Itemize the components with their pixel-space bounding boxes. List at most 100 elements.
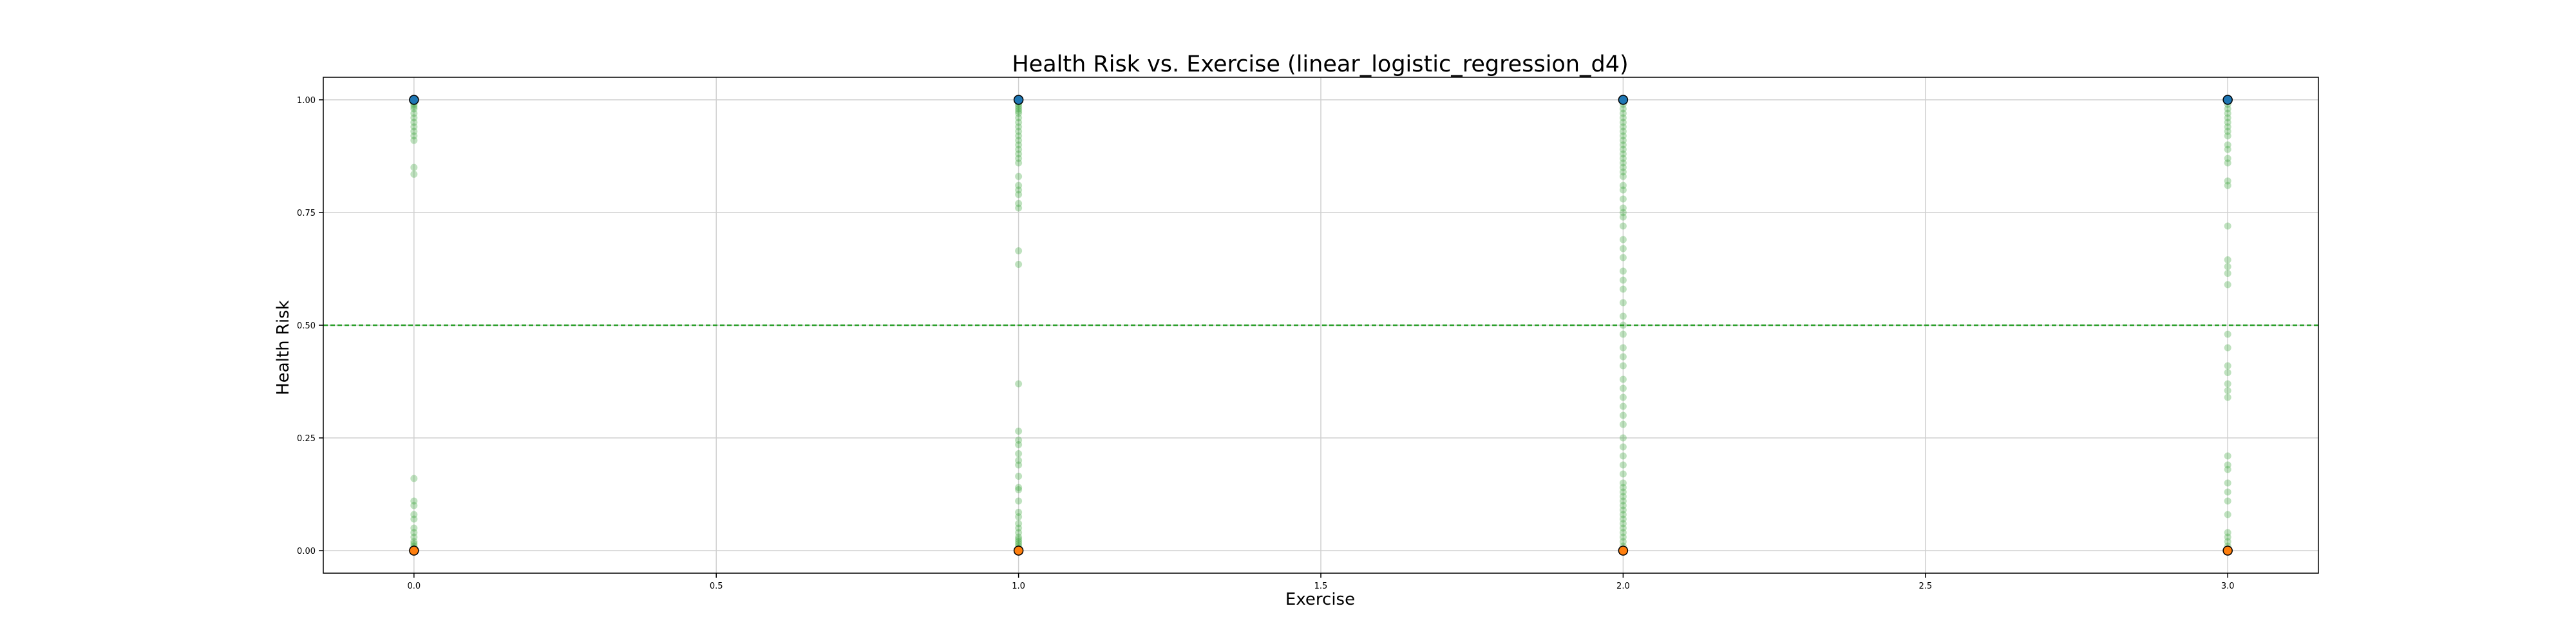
prediction-point [1015,132,1023,140]
prediction-point [2224,538,2231,545]
prediction-point [2224,155,2231,162]
prediction-point [410,540,418,547]
prediction-point [1015,538,1023,545]
actual-negative-point [1618,545,1629,556]
prediction-point [1619,222,1627,230]
prediction-point [1619,109,1627,117]
prediction-point [410,524,418,532]
x-tick-label: 2.0 [1616,582,1630,591]
prediction-point [1619,114,1627,122]
prediction-point [1015,484,1023,491]
prediction-point [1015,191,1023,198]
prediction-point [1619,321,1627,329]
prediction-point [1619,182,1627,189]
prediction-point [1015,128,1023,135]
prediction-point [1619,173,1627,180]
prediction-point [410,502,418,509]
prediction-point [1619,164,1627,171]
prediction-point [1619,479,1627,487]
prediction-point [1619,330,1627,338]
prediction-point [2224,362,2231,370]
prediction-point [1619,344,1627,352]
prediction-point [1619,236,1627,243]
prediction-point [1619,524,1627,532]
prediction-point [410,137,418,144]
prediction-point [1015,450,1023,457]
prediction-point [2224,109,2231,117]
prediction-point [1619,402,1627,410]
prediction-point [1015,540,1023,547]
prediction-point [1015,513,1023,520]
prediction-point [2224,256,2231,263]
prediction-point [2224,330,2231,338]
prediction-point [1015,247,1023,254]
prediction-point [2224,114,2231,122]
prediction-point [1015,182,1023,189]
prediction-point [1619,150,1627,158]
prediction-point [2224,529,2231,536]
prediction-point [2224,222,2231,230]
prediction-point [1015,108,1023,115]
prediction-point [1015,137,1023,144]
prediction-point [410,538,418,545]
prediction-point [410,114,418,122]
prediction-point [1619,511,1627,518]
actual-negative-point [1013,545,1024,556]
prediction-point [1619,299,1627,307]
prediction-point [2224,281,2231,289]
prediction-point [410,123,418,131]
data-points [409,95,2233,556]
y-axis-title: Health Risk [274,300,293,395]
prediction-point [1619,155,1627,162]
prediction-point [1619,105,1627,113]
prediction-point [1619,515,1627,523]
prediction-point [410,109,418,117]
prediction-point [1619,159,1627,167]
prediction-point [410,164,418,171]
x-tick-label: 1.5 [1314,582,1328,591]
prediction-point [1619,168,1627,176]
y-tick-label: 0.25 [297,434,316,444]
prediction-point [2224,452,2231,460]
actual-positive-point [409,95,419,105]
prediction-point [1619,132,1627,140]
prediction-point [410,533,418,541]
prediction-point [2224,270,2231,277]
prediction-point [2224,128,2231,135]
prediction-point [1015,529,1023,536]
x-tick-label: 0.0 [407,582,421,591]
prediction-point [1015,150,1023,158]
prediction-point [1619,141,1627,149]
y-axis-ticks: 0.00 0.25 0.50 0.75 1.00 [297,96,323,556]
prediction-point [2224,380,2231,388]
prediction-point [1619,529,1627,536]
prediction-point [1015,103,1023,110]
prediction-point [1619,137,1627,144]
y-tick-label: 0.75 [297,209,316,218]
prediction-point [1015,141,1023,149]
prediction-point [1619,285,1627,293]
prediction-point [1619,118,1627,126]
prediction-point [1015,486,1023,493]
prediction-point [1619,186,1627,194]
prediction-point [1015,186,1023,194]
prediction-point [1015,118,1023,126]
prediction-point [2224,466,2231,473]
actual-negative-point [409,545,419,556]
prediction-point [1015,380,1023,388]
prediction-point [1015,441,1023,448]
prediction-point [1619,421,1627,428]
prediction-point [410,171,418,178]
prediction-point [1619,484,1627,491]
prediction-point [2224,159,2231,167]
prediction-point [1619,245,1627,252]
x-axis-ticks: 0.0 0.5 1.0 1.5 2.0 2.5 3.0 [407,573,2235,591]
prediction-point [1015,536,1023,543]
x-tick-label: 3.0 [2221,582,2235,591]
actual-positive-point [1013,95,1024,105]
prediction-point [1015,261,1023,268]
prediction-point [1015,428,1023,435]
prediction-point [2224,387,2231,394]
chart-title: Health Risk vs. Exercise (linear_logisti… [1012,52,1628,77]
prediction-point [2224,182,2231,189]
